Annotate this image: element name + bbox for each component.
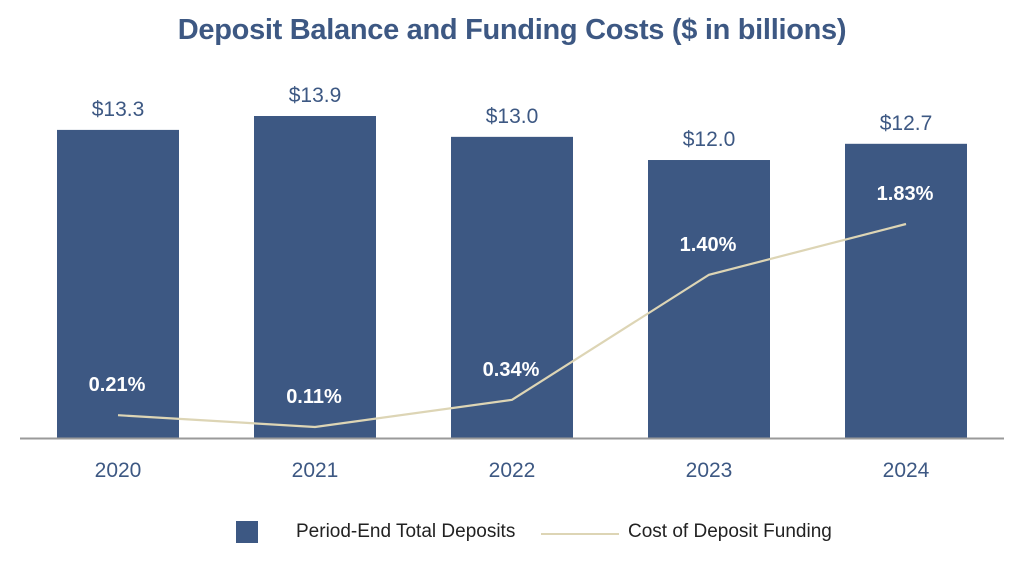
legend-swatch-deposits bbox=[236, 521, 258, 543]
chart-title: Deposit Balance and Funding Costs ($ in … bbox=[177, 14, 847, 46]
bar-2022 bbox=[451, 136, 573, 438]
x-tick-label: 2023 bbox=[686, 459, 733, 482]
bar-value-label: $12.0 bbox=[683, 128, 736, 151]
cost-value-label: 0.21% bbox=[89, 374, 146, 396]
bar-value-label: $12.7 bbox=[880, 112, 933, 135]
bar-2020 bbox=[57, 129, 179, 438]
bar-2023 bbox=[648, 160, 770, 438]
bar-2021 bbox=[254, 116, 376, 438]
bar-2024 bbox=[845, 143, 967, 438]
cost-value-label: 0.11% bbox=[286, 386, 342, 408]
legend-label-cost: Cost of Deposit Funding bbox=[628, 521, 832, 542]
bar-value-label: $13.3 bbox=[92, 98, 145, 121]
x-tick-label: 2020 bbox=[95, 459, 142, 482]
legend-swatch-cost bbox=[541, 533, 619, 535]
bar-value-label: $13.9 bbox=[289, 84, 342, 107]
cost-value-label: 0.34% bbox=[483, 359, 540, 381]
legend: Period-End Total Deposits Cost of Deposi… bbox=[0, 519, 1024, 547]
cost-value-label: 1.40% bbox=[680, 234, 737, 256]
bar-value-label: $13.0 bbox=[486, 105, 539, 128]
cost-value-label: 1.83% bbox=[877, 183, 934, 205]
x-tick-label: 2022 bbox=[489, 459, 536, 482]
x-tick-label: 2021 bbox=[292, 459, 339, 482]
x-tick-label: 2024 bbox=[883, 459, 930, 482]
legend-label-deposits: Period-End Total Deposits bbox=[296, 521, 516, 542]
